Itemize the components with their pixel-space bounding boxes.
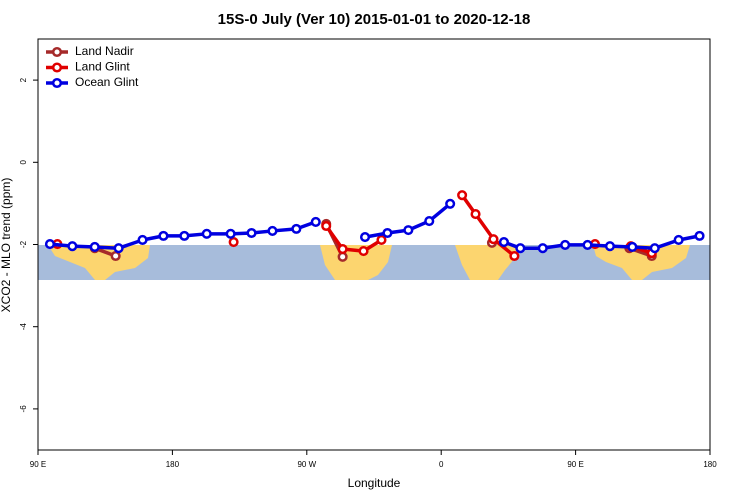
x-tick-label: 90 W <box>297 460 316 469</box>
point <box>310 216 321 227</box>
legend-label: Ocean Glint <box>75 75 139 89</box>
y-tick-label: -4 <box>19 323 28 331</box>
point <box>537 243 548 254</box>
x-tick-label: 180 <box>166 460 180 469</box>
land <box>320 245 392 280</box>
point <box>67 241 78 252</box>
point <box>358 246 369 257</box>
legend-marker <box>51 46 63 58</box>
y-axis-label: XCO2 - MLO trend (ppm) <box>0 178 13 313</box>
x-tick-label: 90 E <box>567 460 583 469</box>
point <box>110 250 121 262</box>
land <box>455 245 520 280</box>
point <box>246 227 257 239</box>
land <box>593 245 690 280</box>
point <box>694 230 705 241</box>
x-tick-label: 0 <box>439 460 444 469</box>
point <box>337 243 348 255</box>
y-tick-label: -2 <box>19 240 28 248</box>
point <box>582 239 593 250</box>
point <box>445 198 456 209</box>
legend-marker <box>51 62 63 73</box>
chart-title: 15S-0 July (Ver 10) 2015-01-01 to 2020-1… <box>218 11 531 28</box>
point <box>382 227 393 239</box>
point <box>376 234 387 246</box>
y-tick-label: 0 <box>19 160 28 165</box>
point <box>673 234 684 246</box>
point <box>649 243 660 254</box>
point <box>225 228 236 239</box>
point <box>267 225 278 236</box>
point <box>560 239 571 250</box>
point <box>515 243 526 254</box>
point <box>403 225 414 236</box>
legend-label: Land Nadir <box>75 44 134 58</box>
x-tick-label: 90 E <box>30 460 46 469</box>
point <box>457 190 468 201</box>
point <box>359 232 371 243</box>
map-background <box>38 245 710 280</box>
point <box>113 243 124 254</box>
point <box>179 230 190 241</box>
point <box>498 236 509 248</box>
point <box>604 241 615 252</box>
point <box>44 239 55 250</box>
y-tick-label: 2 <box>19 77 28 82</box>
x-axis-label: Longitude <box>348 476 401 490</box>
point <box>509 250 520 262</box>
point <box>424 216 435 227</box>
x-tick-label: 180 <box>703 460 717 469</box>
point <box>488 234 499 245</box>
point <box>228 236 239 248</box>
land <box>48 245 150 280</box>
series-line <box>49 202 700 250</box>
point <box>201 228 212 239</box>
y-tick-label: -6 <box>19 405 28 413</box>
legend-label: Land Glint <box>75 60 130 74</box>
point <box>321 220 332 232</box>
point <box>291 223 302 234</box>
point <box>158 230 169 241</box>
point <box>627 241 638 253</box>
point <box>337 251 348 262</box>
point <box>470 209 481 220</box>
point <box>137 234 148 246</box>
point <box>89 241 100 253</box>
legend-marker <box>51 77 63 89</box>
